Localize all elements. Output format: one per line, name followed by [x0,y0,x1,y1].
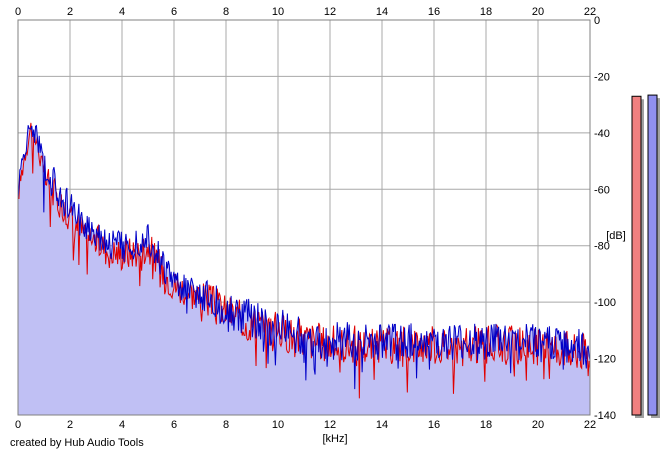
x-tick-label-bottom: 2 [67,419,73,431]
x-tick-label-bottom: 4 [119,419,125,431]
y-tick-label: -60 [594,184,610,196]
y-tick-label: -40 [594,128,610,140]
x-tick-label-top: 14 [376,6,388,18]
x-tick-label-top: 10 [272,6,284,18]
x-tick-label-bottom: 16 [428,419,440,431]
y-tick-label: 0 [594,15,600,27]
x-tick-label-top: 8 [223,6,229,18]
y-ticks: 0 -20 -40 -60 -80 -100 -120 -140 [594,15,616,422]
x-tick-label-bottom: 6 [171,419,177,431]
series-line-1 [17,122,591,399]
x-tick-label-top: 0 [15,6,21,18]
y-tick-label: -80 [594,241,610,253]
x-tick-label-top: 20 [532,6,544,18]
x-tick-label-top: 6 [171,6,177,18]
x-axis-label: [kHz] [322,433,347,445]
y-tick-label: -20 [594,71,610,83]
x-tick-label-bottom: 12 [324,419,336,431]
x-tick-label-top: 2 [67,6,73,18]
series-line-2 [17,124,591,390]
x-tick-label-bottom: 10 [272,419,284,431]
level-meters [631,94,660,419]
x-tick-label-bottom: 22 [584,419,596,431]
x-tick-label-top: 18 [480,6,492,18]
x-tick-label-top: 16 [428,6,440,18]
x-tick-label-bottom: 18 [480,419,492,431]
x-ticks-top: 0 2 4 6 8 10 12 14 16 18 20 22 [15,6,596,18]
plot-frame [17,19,591,416]
level-meter-2 [647,94,658,416]
x-tick-label-top: 4 [119,6,125,18]
y-tick-label: -120 [594,354,616,366]
level-meter-1 [631,95,642,416]
y-axis-label: [dB] [606,230,626,242]
y-tick-label: -140 [594,410,616,422]
credit-text: created by Hub Audio Tools [10,437,144,449]
y-tick-label: -100 [594,297,616,309]
x-tick-label-bottom: 0 [15,419,21,431]
x-tick-label-bottom: 20 [532,419,544,431]
x-tick-label-bottom: 8 [223,419,229,431]
x-tick-label-top: 22 [584,6,596,18]
spectrum-fill [18,122,590,416]
x-tick-label-bottom: 14 [376,419,388,431]
x-ticks-bottom: 0 2 4 6 8 10 12 14 16 18 20 22 [15,419,596,431]
x-tick-label-top: 12 [324,6,336,18]
series-group [17,122,591,399]
